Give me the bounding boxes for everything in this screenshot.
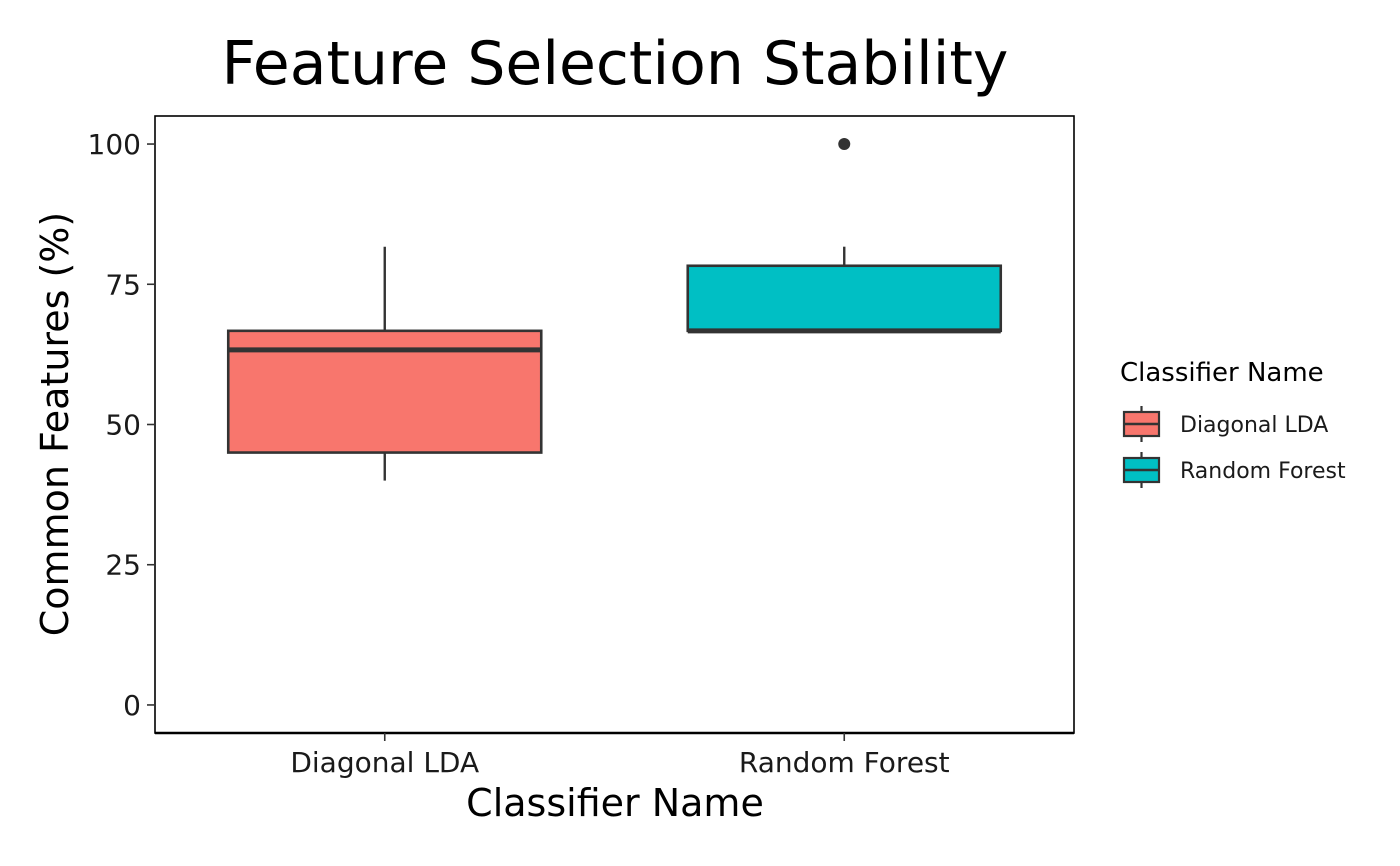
x-tick-label: Random Forest	[739, 746, 950, 779]
legend-label: Diagonal LDA	[1180, 413, 1328, 438]
x-tick-label: Diagonal LDA	[290, 746, 479, 779]
x-axis-title: Classifier Name	[466, 781, 764, 825]
legend: Classifier Name Diagonal LDA Random Fores…	[1120, 358, 1346, 488]
plot-area: 0 25 50 75 100 Diagonal LDA Random Forest	[88, 115, 1075, 779]
legend-label: Random Forest	[1180, 459, 1346, 484]
chart-title: Feature Selection Stability	[222, 29, 1009, 99]
y-tick-label: 100	[88, 128, 141, 161]
y-axis-title: Common Features (%)	[33, 212, 77, 636]
y-tick-label: 75	[105, 268, 141, 301]
legend-title: Classifier Name	[1120, 358, 1324, 388]
y-tick-label: 50	[105, 409, 141, 442]
y-tick-label: 25	[105, 549, 141, 582]
box-iqr	[686, 264, 1003, 333]
y-tick-label: 0	[123, 689, 141, 722]
outlier-point	[838, 138, 851, 151]
